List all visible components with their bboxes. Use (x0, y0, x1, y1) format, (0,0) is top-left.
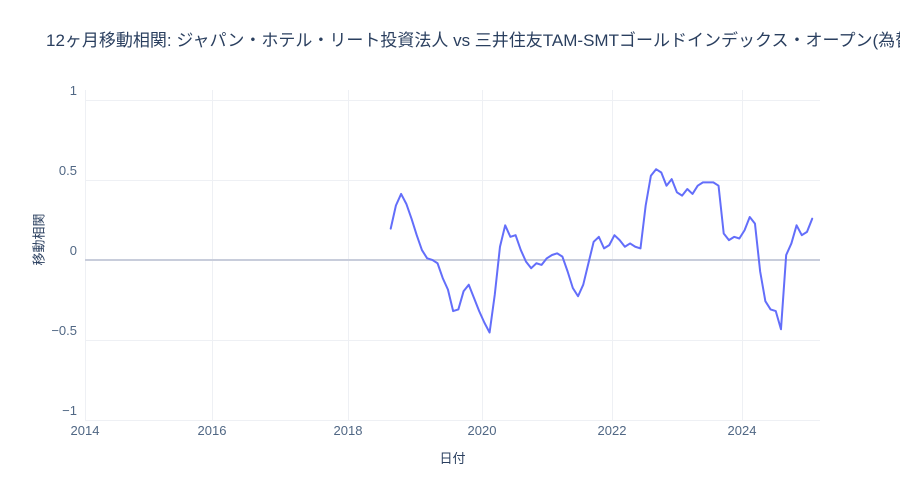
y-axis-ticks: 1 0.5 0 −0.5 −1 (15, 84, 77, 420)
y-axis-title: 移動相関 (31, 213, 47, 266)
y-tick-1: 1 (69, 83, 77, 98)
y-tick-0: 0 (69, 243, 77, 258)
gridline-x-2022 (612, 90, 613, 420)
gridline-x-2020 (482, 90, 483, 420)
gridline-y-neg-1 (85, 420, 820, 421)
x-tick-2022: 2022 (597, 423, 627, 438)
gridline-y-1 (85, 100, 820, 101)
x-tick-2018: 2018 (333, 423, 363, 438)
x-tick-2016: 2016 (197, 423, 227, 438)
zero-reference-line (85, 259, 820, 261)
y-tick-neg-0-5: −0.5 (51, 323, 77, 338)
correlation-line-series (389, 168, 814, 334)
y-tick-neg-1: −1 (62, 403, 77, 418)
series-path-moving-correlation (389, 168, 814, 334)
y-tick-0-5: 0.5 (58, 163, 77, 178)
gridline-y-neg-0-5 (85, 340, 820, 341)
x-tick-2024: 2024 (727, 423, 757, 438)
x-axis-ticks: 2014 2016 2018 2020 2022 2024 (71, 423, 820, 443)
gridline-x-2014 (85, 90, 86, 420)
gridline-x-2016 (212, 90, 213, 420)
x-tick-2020: 2020 (467, 423, 497, 438)
plot-area (85, 90, 820, 421)
gridline-x-2024 (742, 90, 743, 420)
gridline-y-0-5 (85, 180, 820, 181)
x-tick-2014: 2014 (70, 423, 100, 438)
x-axis-title: 日付 (439, 451, 466, 466)
chart-title: 12ヶ月移動相関: ジャパン・ホテル・リート投資法人 vs 三井住友TAM-SM… (46, 31, 900, 50)
gridline-x-2018 (348, 90, 349, 420)
